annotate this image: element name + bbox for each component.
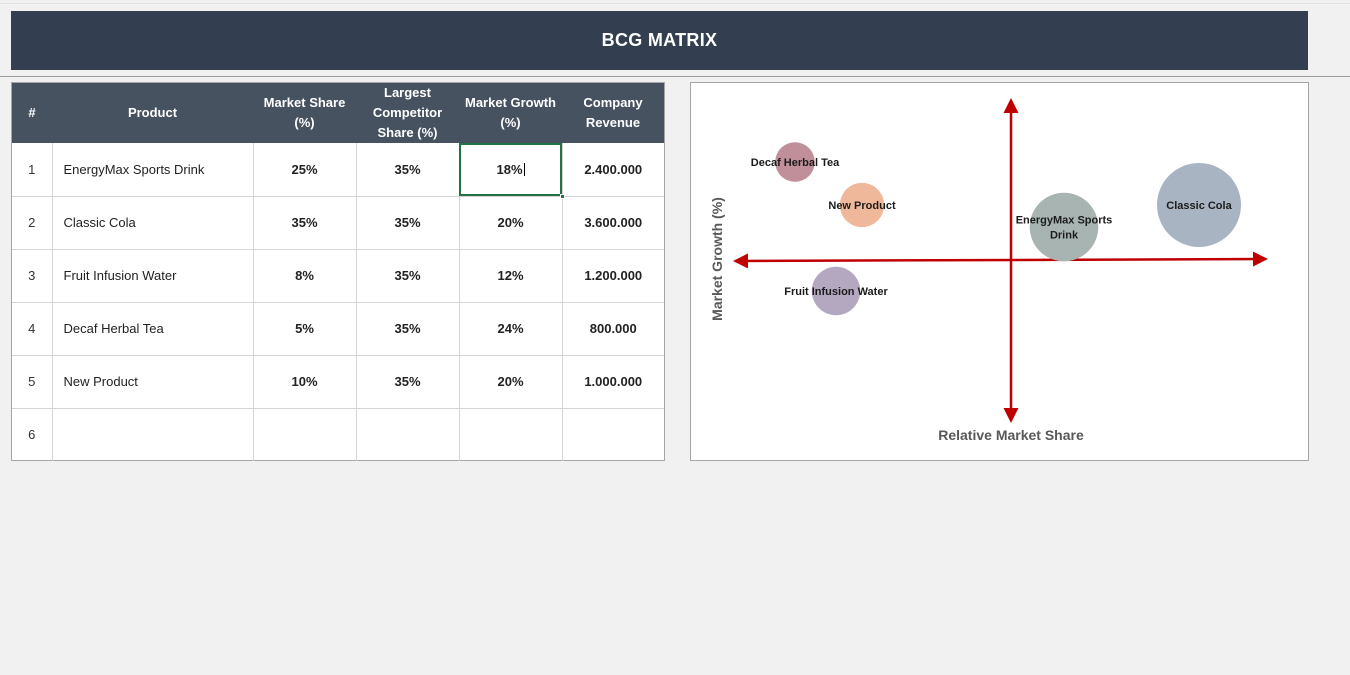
bubble: [1029, 192, 1099, 262]
competitor-share-cell[interactable]: 35%: [356, 143, 460, 197]
bubble-label: Classic Cola: [1166, 200, 1232, 212]
market-growth-cell[interactable]: [459, 408, 563, 461]
header-divider: [0, 76, 1350, 77]
table-row: 5 New Product 10% 35% 20% 1.000.000: [12, 355, 664, 409]
y-axis-label: Market Growth (%): [709, 197, 725, 321]
bubble-group: Classic Cola: [1157, 163, 1241, 247]
market-share-cell[interactable]: 8%: [253, 249, 357, 303]
market-share-cell[interactable]: 25%: [253, 143, 357, 197]
bubble: [1157, 163, 1241, 247]
bubble: [775, 142, 815, 182]
market-share-cell[interactable]: 5%: [253, 302, 357, 356]
header-product[interactable]: Product: [52, 83, 253, 143]
revenue-cell[interactable]: 800.000: [562, 302, 664, 356]
row-number-cell[interactable]: 1: [12, 143, 53, 197]
row-number-cell[interactable]: 5: [12, 355, 53, 409]
bubble-label: EnergyMax Sports: [1016, 215, 1113, 227]
x-axis-label: Relative Market Share: [938, 427, 1084, 443]
market-growth-cell[interactable]: 12%: [459, 249, 563, 303]
revenue-cell[interactable]: [562, 408, 664, 461]
revenue-cell[interactable]: 3.600.000: [562, 196, 664, 250]
row-number-cell[interactable]: 2: [12, 196, 53, 250]
text-cursor: [523, 162, 525, 176]
row-number-cell[interactable]: 6: [12, 408, 53, 461]
market-growth-cell[interactable]: 24%: [459, 302, 563, 356]
table-row: 4 Decaf Herbal Tea 5% 35% 24% 800.000: [12, 302, 664, 356]
table-header-row: # Product Market Share (%) Largest Competi…: [12, 83, 664, 143]
table-row: 2 Classic Cola 35% 35% 20% 3.600.000: [12, 196, 664, 250]
top-gridline: [0, 3, 1350, 4]
bcg-chart-svg: EnergyMax Sports Drink Classic Cola Fruit I…: [709, 98, 1268, 443]
page-title: BCG MATRIX: [11, 11, 1308, 70]
bubble-label: Decaf Herbal Tea: [751, 157, 840, 169]
revenue-cell[interactable]: 1.000.000: [562, 355, 664, 409]
product-cell[interactable]: Fruit Infusion Water: [52, 249, 254, 303]
header-market-share[interactable]: Market Share (%): [253, 83, 356, 143]
competitor-share-cell[interactable]: 35%: [356, 249, 460, 303]
table-row: 6: [12, 408, 664, 461]
product-table: # Product Market Share (%) Largest Competi…: [11, 82, 665, 461]
row-number-cell[interactable]: 3: [12, 249, 53, 303]
table-row: 3 Fruit Infusion Water 8% 35% 12% 1.200.000: [12, 249, 664, 303]
bubble-group: EnergyMax Sports Drink: [1016, 192, 1113, 262]
fill-handle[interactable]: [559, 193, 565, 199]
bubble-group: Decaf Herbal Tea: [751, 142, 840, 182]
bubble-group: New Product: [828, 182, 896, 228]
market-share-cell[interactable]: [253, 408, 357, 461]
bubble-label: Fruit Infusion Water: [784, 286, 888, 298]
competitor-share-cell[interactable]: 35%: [356, 196, 460, 250]
bubble: [811, 266, 861, 316]
market-growth-cell[interactable]: 20%: [459, 196, 563, 250]
header-revenue[interactable]: Company Revenue: [562, 83, 664, 143]
bubble-label: Drink: [1050, 230, 1079, 242]
competitor-share-cell[interactable]: 35%: [356, 355, 460, 409]
market-share-cell[interactable]: 35%: [253, 196, 357, 250]
revenue-cell[interactable]: 2.400.000: [562, 143, 664, 197]
table-row: 1 EnergyMax Sports Drink 25% 35% 18% 2.400.00…: [12, 143, 664, 199]
header-competitor-share[interactable]: Largest Competitor Share (%): [356, 83, 459, 143]
bcg-chart[interactable]: EnergyMax Sports Drink Classic Cola Fruit I…: [690, 82, 1309, 461]
market-growth-cell[interactable]: 20%: [459, 355, 563, 409]
bubble-group: Fruit Infusion Water: [784, 266, 888, 316]
selected-cell[interactable]: 18%: [459, 143, 565, 199]
product-cell[interactable]: [52, 408, 254, 461]
row-number-cell[interactable]: 4: [12, 302, 53, 356]
product-cell[interactable]: EnergyMax Sports Drink: [52, 143, 254, 197]
bubble: [839, 182, 885, 228]
horizontal-axis: [733, 251, 1268, 269]
revenue-cell[interactable]: 1.200.000: [562, 249, 664, 303]
market-share-cell[interactable]: 10%: [253, 355, 357, 409]
header-market-growth[interactable]: Market Growth (%): [459, 83, 562, 143]
bubble-label: New Product: [828, 200, 896, 212]
product-cell[interactable]: Classic Cola: [52, 196, 254, 250]
product-cell[interactable]: Decaf Herbal Tea: [52, 302, 254, 356]
competitor-share-cell[interactable]: 35%: [356, 302, 460, 356]
header-num[interactable]: #: [12, 83, 52, 143]
competitor-share-cell[interactable]: [356, 408, 460, 461]
product-cell[interactable]: New Product: [52, 355, 254, 409]
